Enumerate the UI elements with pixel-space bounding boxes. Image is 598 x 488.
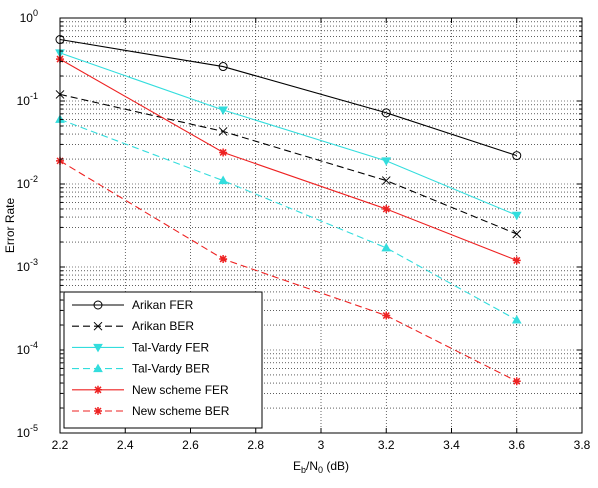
legend-label: Tal-Vardy FER [132,340,209,354]
data-point [218,127,228,136]
legend-marker [94,407,102,415]
data-point [381,176,391,185]
x-tick-label: 3.4 [443,438,460,452]
legend: Arikan FER Arikan BER Tal-Vardy FER Tal-Var… [63,291,263,429]
x-axis-label-mid: /N [306,459,318,473]
legend-label: Arikan FER [132,298,194,312]
legend-marker [93,321,103,331]
series-area [55,35,522,386]
data-point [511,211,522,221]
x-tick-label: 3.8 [574,438,591,452]
data-point [512,151,522,161]
legend-marker [93,343,103,353]
legend-marker [94,385,102,394]
x-axis-label-main: E [293,459,301,473]
data-point [382,311,391,320]
y-tick-label: 10-5 [17,423,38,440]
series-line [59,58,518,261]
x-tick-label: 2.4 [117,438,134,452]
series-arikan-fer [55,35,522,161]
x-axis-label-sub2: 0 [318,465,323,475]
x-tick-label: 3.6 [508,438,525,452]
series-line [59,93,518,235]
series-arikan-ber [55,90,522,239]
legend-marker [93,300,103,310]
axis-ticks: 2.2 2.4 2.6 2.8 3 3.2 3.4 3.6 3.8 100 10-1 10-2 10-3… [17,8,591,452]
series-line [59,52,518,216]
data-point [219,254,228,263]
x-axis-label-tail: (dB) [323,459,349,473]
legend-label: New scheme FER [132,383,229,397]
legend-marker [93,363,103,373]
data-point [218,106,228,115]
data-point [511,314,522,324]
x-tick-label: 3 [318,438,325,452]
data-point [512,377,521,386]
series-line [59,38,517,157]
data-point [512,229,522,239]
data-point [218,62,228,72]
legend-box [63,291,263,429]
y-tick-label: 100 [20,8,38,25]
legend-label: Tal-Vardy BER [132,362,210,376]
series-line [59,118,518,321]
y-tick-label: 10-4 [17,340,38,357]
data-point [512,256,521,265]
x-tick-label: 2.2 [52,438,69,452]
y-tick-label: 10-1 [17,91,38,108]
x-tick-label: 3.2 [378,438,395,452]
y-tick-label: 10-2 [17,174,38,191]
series-line [59,160,518,382]
x-axis-label-sub1: b [301,465,306,475]
x-axis-label: Eb/N0 (dB) [293,459,349,475]
legend-label: New scheme BER [132,404,230,418]
data-point [382,204,391,213]
data-point [381,242,392,252]
data-point [218,175,228,185]
x-tick-label: 2.6 [182,438,199,452]
legend-label: Arikan BER [132,319,194,333]
data-point [219,148,228,157]
y-axis-label: Error Rate [3,198,17,254]
series-new-scheme-fer [56,55,521,265]
x-tick-label: 2.8 [247,438,264,452]
data-point [381,157,392,166]
data-point [381,108,391,118]
y-tick-label: 10-3 [17,257,38,274]
